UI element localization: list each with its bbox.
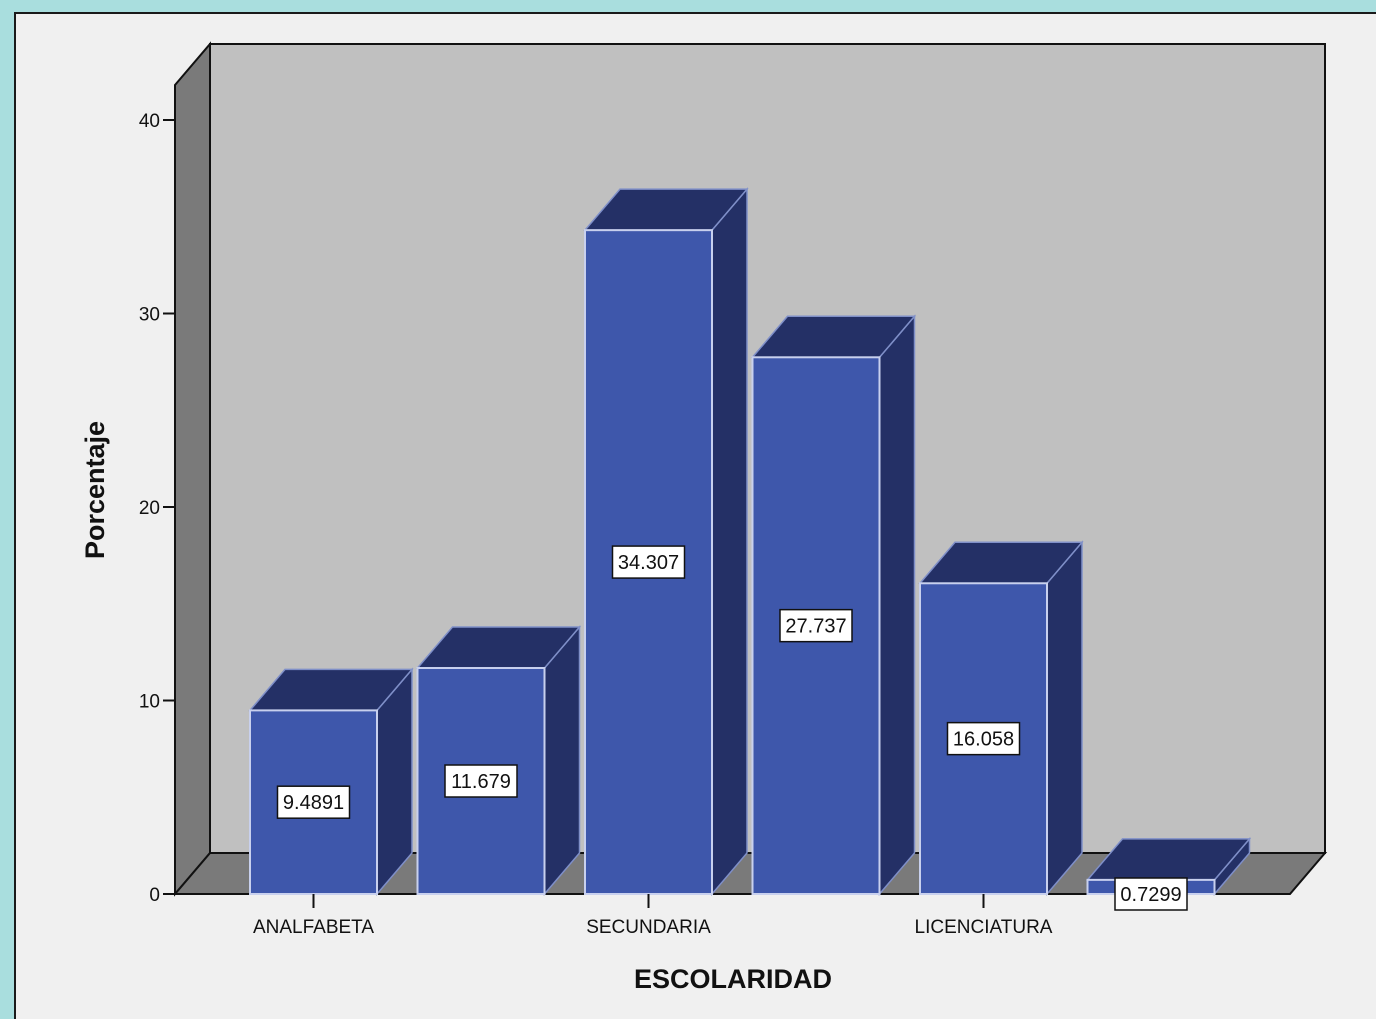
x-tick-label: SECUNDARIA bbox=[586, 917, 711, 938]
y-axis: 0 10 20 30 40 bbox=[139, 111, 175, 906]
data-label: 27.737 bbox=[785, 616, 846, 638]
bar: 0.7299 bbox=[1085, 836, 1252, 911]
data-label-box bbox=[779, 608, 853, 643]
bars-group: 9.4891 11.679 34.307 27.737 16.058 0.7299 bbox=[248, 187, 1252, 911]
x-tick-label: LICENCIATURA bbox=[915, 917, 1053, 938]
data-label-box bbox=[946, 721, 1021, 756]
data-label-box bbox=[1114, 877, 1188, 911]
bar: 9.4891 bbox=[248, 667, 414, 897]
data-label: 11.679 bbox=[451, 771, 511, 793]
data-label-box bbox=[444, 764, 518, 798]
x-axis-title: ESCOLARIDAD bbox=[634, 964, 832, 994]
data-label: 9.4891 bbox=[283, 792, 344, 814]
data-label-box bbox=[611, 545, 686, 579]
side-wall bbox=[174, 41, 211, 897]
data-label: 16.058 bbox=[953, 729, 1014, 751]
bar: 34.307 bbox=[583, 187, 749, 897]
y-tick-label: 10 bbox=[139, 692, 160, 713]
y-tick-label: 20 bbox=[139, 498, 160, 519]
data-label: 34.307 bbox=[618, 552, 679, 574]
bar-side bbox=[711, 187, 748, 897]
data-label: 0.7299 bbox=[1120, 884, 1181, 906]
y-tick-label: 30 bbox=[139, 305, 160, 326]
bar: 27.737 bbox=[750, 314, 917, 897]
x-axis: ANALFABETA SECUNDARIA LICENCIATURA bbox=[253, 894, 1053, 938]
y-tick-label: 0 bbox=[149, 885, 160, 906]
data-label-box bbox=[276, 785, 351, 819]
x-tick-label: ANALFABETA bbox=[253, 917, 374, 938]
bar-side bbox=[1046, 540, 1083, 897]
y-axis-title: Porcentaje bbox=[80, 421, 110, 559]
bar-side bbox=[543, 624, 581, 897]
bar: 11.679 bbox=[415, 624, 582, 897]
y-tick-label: 40 bbox=[139, 111, 160, 132]
bar: 16.058 bbox=[918, 540, 1084, 897]
bar-side bbox=[878, 314, 916, 897]
